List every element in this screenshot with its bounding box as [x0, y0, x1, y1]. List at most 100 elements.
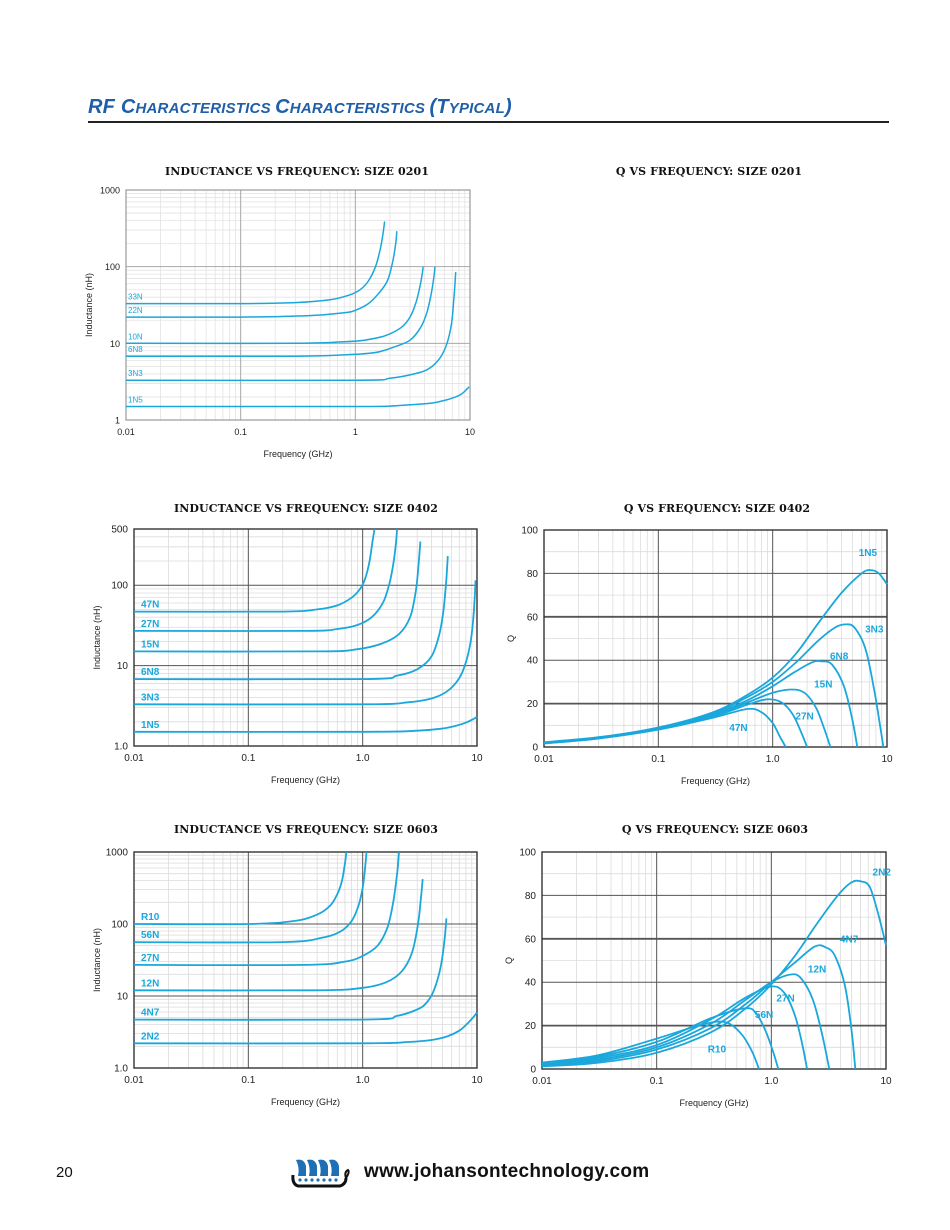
- x-axis-label: Frequency (GHz): [263, 449, 332, 459]
- x-tick-label: 1: [353, 427, 358, 437]
- series-line-33n: [126, 221, 386, 305]
- y-tick-label: 100: [521, 526, 538, 537]
- series-label-10n: 10N: [128, 332, 143, 341]
- series-label-27n: 27N: [141, 953, 159, 964]
- series-line-r10: [134, 851, 348, 926]
- x-tick-label: 10: [465, 427, 475, 437]
- y-tick-label: 1.0: [114, 1064, 128, 1075]
- series-line-47n: [544, 707, 787, 748]
- y-tick-label: 100: [111, 581, 128, 592]
- series-line-12n: [134, 879, 424, 992]
- chart-ind0603: 0.01 0.1 1.0 10 1.0 10 100 1000 Frequency (GHz) I…: [92, 848, 483, 1108]
- y-tick-label: 60: [527, 612, 539, 623]
- series-label-15n: 15N: [814, 679, 832, 690]
- y-axis-label: Inductance (nH): [92, 605, 102, 669]
- y-tick-label: 0: [530, 1065, 536, 1076]
- chart-title-ind0402: INDUCTANCE VS FREQUENCY: SIZE 0402: [174, 502, 438, 515]
- series-label-6n8: 6N8: [830, 651, 849, 662]
- y-tick-label: 20: [527, 699, 539, 710]
- y-tick-label: 1: [115, 416, 120, 426]
- x-tick-label: 1.0: [356, 753, 370, 764]
- plot-area: [134, 529, 477, 746]
- series-line-6n8: [134, 556, 449, 681]
- series-line-2n2: [134, 1011, 478, 1045]
- y-tick-label: 20: [525, 1021, 537, 1032]
- y-tick-label: 80: [525, 891, 537, 902]
- title-part-2-big: C: [275, 96, 290, 118]
- series-label-27n: 27N: [141, 619, 159, 630]
- y-axis-label: Q: [504, 957, 514, 964]
- y-axis-label: Inductance (nH): [92, 928, 102, 992]
- website-link[interactable]: www.johansontechnology.com: [364, 1161, 650, 1182]
- series-line-3n3: [134, 580, 477, 706]
- title-part-1-big: RF C: [88, 96, 136, 118]
- series-label-27n: 27N: [776, 994, 794, 1005]
- series-line-47n: [134, 528, 376, 613]
- y-tick-label: 10: [110, 339, 120, 349]
- y-tick-label: 100: [105, 262, 120, 272]
- series-label-12n: 12N: [141, 978, 159, 989]
- series-line-12n: [542, 973, 831, 1070]
- title-part-4-big: ): [504, 96, 512, 118]
- series-line-4n7: [542, 944, 857, 1070]
- chart-title-ind0603: INDUCTANCE VS FREQUENCY: SIZE 0603: [174, 823, 438, 836]
- series-label-2n2: 2N2: [141, 1031, 160, 1042]
- page-number: 20: [56, 1164, 73, 1181]
- title-part-3-big: (T: [429, 96, 449, 118]
- plot-frame: [543, 529, 888, 748]
- y-tick-label: 40: [527, 656, 539, 667]
- x-tick-label: 0.01: [532, 1076, 552, 1087]
- series-label-r10: R10: [141, 912, 160, 923]
- x-tick-label: 1.0: [766, 754, 780, 765]
- plot-frame: [541, 851, 887, 1070]
- series-line-4n7: [134, 918, 448, 1021]
- title-part-1-small: HARACTERISTICS: [135, 100, 276, 117]
- plot-frame: [125, 189, 471, 421]
- series-line-15n: [134, 541, 422, 653]
- plot-frame: [133, 851, 478, 1069]
- y-tick-label: 40: [525, 978, 537, 989]
- y-tick-label: 100: [519, 848, 536, 859]
- series-label-4n7: 4N7: [840, 934, 859, 945]
- chart-title-ind0201: INDUCTANCE VS FREQUENCY: SIZE 0201: [165, 165, 429, 178]
- x-tick-label: 0.1: [241, 753, 255, 764]
- series-label-15n: 15N: [141, 639, 159, 650]
- series-label-2n2: 2N2: [873, 867, 892, 878]
- chart-ind0201: 0.01 0.1 1 10 1 10 100 1000 Frequency (GHz) Induc…: [84, 186, 475, 460]
- series-label-1n5: 1N5: [859, 548, 878, 559]
- series-label-3n3: 3N3: [128, 369, 143, 378]
- series-label-1n5: 1N5: [128, 395, 143, 404]
- series-line-10n: [126, 266, 424, 345]
- header-divider: [88, 121, 889, 123]
- series-label-33n: 33N: [128, 293, 143, 302]
- y-axis-label: Q: [506, 635, 516, 642]
- series-label-1n5: 1N5: [141, 720, 160, 731]
- y-tick-label: 1000: [106, 848, 129, 859]
- x-axis-label: Frequency (GHz): [271, 1097, 340, 1107]
- series-line-3n3: [126, 272, 457, 382]
- series-label-6n8: 6N8: [128, 345, 143, 354]
- y-tick-label: 80: [527, 569, 539, 580]
- x-tick-label: 0.01: [124, 753, 144, 764]
- y-tick-label: 100: [111, 920, 128, 931]
- chart-title-q0603: Q VS FREQUENCY: SIZE 0603: [621, 823, 809, 836]
- x-tick-label: 0.01: [117, 427, 135, 437]
- y-tick-label: 1.0: [114, 742, 128, 753]
- series-label-3n3: 3N3: [141, 692, 160, 703]
- y-axis-label: Inductance (nH): [84, 273, 94, 337]
- series-label-22n: 22N: [128, 306, 143, 315]
- series-line-1n5: [134, 716, 478, 733]
- series-line-r10: [542, 1020, 760, 1070]
- y-tick-label: 500: [111, 525, 128, 536]
- series-line-27n: [542, 985, 808, 1070]
- x-tick-label: 0.1: [241, 1075, 255, 1086]
- chart-ind0402: 0.01 0.1 1.0 10 1.0 10 100 500 Frequency (GHz) In…: [92, 525, 483, 786]
- series-line-27n: [134, 851, 400, 967]
- plot-frame: [133, 528, 478, 747]
- series-line-22n: [126, 231, 398, 318]
- chart-title-q0201-empty: Q VS FREQUENCY: SIZE 0201: [615, 165, 803, 178]
- x-tick-label: 0.1: [650, 1076, 664, 1087]
- y-tick-label: 10: [117, 661, 129, 672]
